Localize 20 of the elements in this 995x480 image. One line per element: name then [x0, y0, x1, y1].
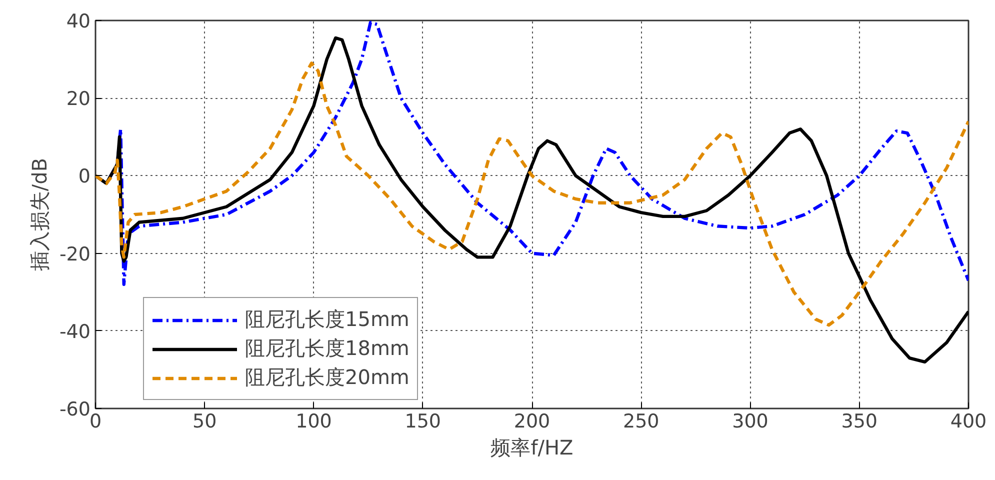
x-tick-label: 100 — [296, 410, 332, 432]
x-tick-label: 150 — [404, 410, 442, 432]
legend-label: 阻尼孔长度15mm — [245, 306, 410, 333]
y-tick-label: -40 — [59, 320, 91, 343]
x-tick-label: 350 — [841, 410, 878, 432]
y-tick-label: 40 — [66, 10, 91, 32]
y-tick-label: -60 — [59, 398, 91, 420]
y-tick-label: 0 — [78, 166, 91, 188]
x-tick-label: 200 — [514, 410, 550, 432]
x-tick-label: 250 — [622, 410, 660, 432]
y-axis-title: 插入损失/dB — [27, 158, 52, 272]
x-axis-title: 频率f/HZ — [490, 436, 574, 460]
legend-label: 阻尼孔长度20mm — [245, 364, 410, 391]
y-tick-label: -20 — [59, 243, 91, 266]
legend-label: 阻尼孔长度18mm — [245, 335, 410, 362]
y-tick-label: 20 — [66, 88, 91, 110]
line-series — [96, 62, 968, 327]
x-tick-label: 50 — [192, 410, 217, 432]
x-tick-label: 300 — [732, 410, 768, 432]
x-tick-label: 400 — [950, 410, 987, 432]
